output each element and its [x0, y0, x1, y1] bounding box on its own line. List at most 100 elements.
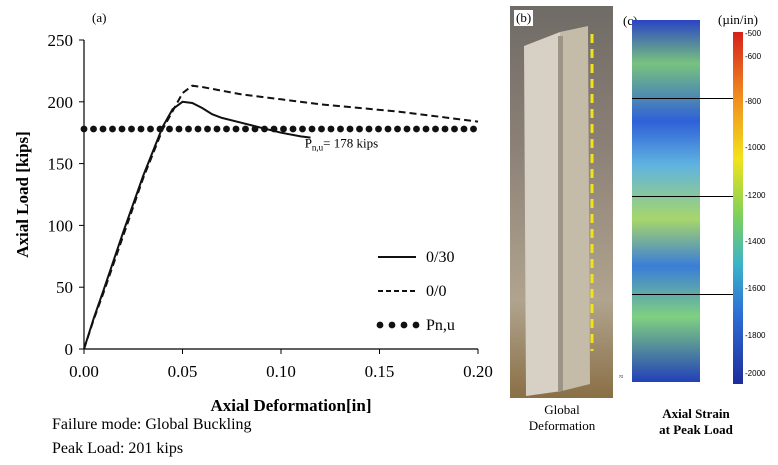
peak-load-note: Peak Load: 201 kips — [52, 440, 184, 457]
panel-label-a: (a) — [92, 10, 106, 25]
pnu-dot — [346, 125, 354, 133]
y-tick-label: 50 — [56, 278, 73, 297]
pnu-dot — [270, 125, 278, 133]
strain-colorbar — [733, 32, 743, 384]
y-tick-label: 100 — [48, 216, 74, 235]
pnu-dot — [251, 125, 259, 133]
pnu-dot — [403, 125, 411, 133]
series-line-0-0 — [83, 84, 479, 350]
pnu-dot — [118, 125, 126, 133]
colorbar-tick-label: -2000 — [745, 369, 766, 378]
pnu-dot — [451, 125, 458, 133]
heatmap-gridline — [700, 294, 733, 295]
pnu-dot — [213, 125, 221, 133]
pnu-dot — [156, 125, 164, 133]
pnu-dot — [337, 125, 344, 133]
series-line-0-30 — [83, 100, 311, 350]
heatmap-gridline — [632, 98, 700, 99]
pnu-dot — [223, 125, 230, 133]
heatmap-gridline — [700, 196, 733, 197]
heatmap-gridline — [700, 98, 733, 99]
strain-heatmap — [632, 20, 700, 382]
photo-caption-line1: Global — [544, 402, 580, 417]
pnu-dot — [109, 125, 116, 133]
colorbar-tick-label: -1200 — [745, 191, 766, 200]
y-tick-label: 150 — [48, 155, 74, 174]
pnu-dot — [166, 125, 173, 133]
pnu-dot — [242, 125, 249, 133]
pnu-dot — [137, 125, 145, 133]
strain-caption: Axial Strain at Peak Load — [640, 406, 752, 438]
pnu-dot — [365, 125, 373, 133]
failure-mode-note: Failure mode: Global Buckling — [52, 416, 252, 433]
pnu-dot — [327, 125, 335, 133]
pnu-dot — [147, 125, 154, 133]
legend-label: 0/0 — [426, 283, 446, 300]
y-tick-label: 0 — [65, 340, 74, 359]
colorbar-tick-label: -500 — [745, 29, 762, 38]
colorbar-tick-label: -1800 — [745, 331, 766, 340]
column-flange — [524, 32, 562, 396]
legend-swatch-dot — [412, 321, 420, 329]
legend-label: Pn,u — [426, 317, 455, 334]
panel-label-b: (b) — [514, 10, 534, 26]
y-tick-label: 250 — [48, 31, 74, 50]
pnu-dot — [204, 125, 211, 133]
pnu-dot — [194, 125, 202, 133]
column-web — [560, 26, 590, 391]
pnu-dot — [299, 125, 306, 133]
legend-swatch-dot — [400, 321, 408, 329]
pnu-dot — [356, 125, 363, 133]
strain-caption-line1: Axial Strain — [662, 406, 730, 421]
pnu-dot — [280, 125, 287, 133]
pnu-dot — [413, 125, 420, 133]
pnu-dot — [460, 125, 468, 133]
strain-caption-line2: at Peak Load — [659, 422, 733, 437]
colorbar-tick-label: -1600 — [745, 284, 766, 293]
column-specimen-drawing — [524, 26, 594, 396]
chart-load-deformation: 0 50 100 150 200 250 0.00 0.05 0.10 0.15 0.20 Axial… — [13, 10, 493, 415]
colorbar-tick-label: -1400 — [745, 237, 766, 246]
pnu-dot — [318, 125, 325, 133]
pnu-dot — [432, 125, 439, 133]
pnu-annotation: Pn,u= 178 kips — [305, 136, 379, 153]
colorbar-tick-label: -800 — [745, 97, 762, 106]
pnu-dot — [422, 125, 430, 133]
pnu-dot — [394, 125, 401, 133]
pnu-dot — [470, 125, 477, 133]
photo-caption: Global Deformation — [512, 402, 612, 434]
pnu-annotation-value: = 178 kips — [323, 136, 378, 151]
pnu-dot — [175, 125, 183, 133]
x-tick-label: 0.15 — [365, 362, 395, 381]
tilde-icon: ≈ — [619, 372, 624, 381]
photo-caption-line2: Deformation — [528, 418, 596, 433]
colorbar-unit: (µin/in) — [718, 12, 758, 27]
y-axis-title: Axial Load [kips] — [13, 131, 32, 258]
pnu-dot — [128, 125, 135, 133]
pnu-dot — [80, 125, 88, 133]
colorbar-tick-label: -1000 — [745, 143, 766, 152]
pnu-dot — [261, 125, 268, 133]
y-tick-label: 200 — [48, 93, 74, 112]
heatmap-gridline — [632, 196, 700, 197]
legend-label: 0/30 — [426, 249, 454, 266]
pnu-annotation-p: P — [305, 136, 312, 151]
x-tick-label: 0.10 — [266, 362, 296, 381]
heatmap-gridline — [632, 294, 700, 295]
pnu-dot — [384, 125, 392, 133]
pnu-annotation-subscript: n,u — [312, 143, 324, 153]
pnu-dot — [289, 125, 297, 133]
deformation-photo: (b) — [510, 6, 613, 398]
x-axis-title: Axial Deformation[in] — [210, 396, 371, 415]
legend-swatch-dot — [376, 321, 384, 329]
x-tick-label: 0.05 — [168, 362, 198, 381]
x-tick-label: 0.00 — [69, 362, 99, 381]
pnu-dot — [308, 125, 316, 133]
x-tick-label: 0.20 — [463, 362, 493, 381]
colorbar-tick-label: -600 — [745, 52, 762, 61]
pnu-dot — [185, 125, 192, 133]
pnu-dot — [375, 125, 382, 133]
pnu-dot — [232, 125, 240, 133]
pnu-dot — [99, 125, 107, 133]
